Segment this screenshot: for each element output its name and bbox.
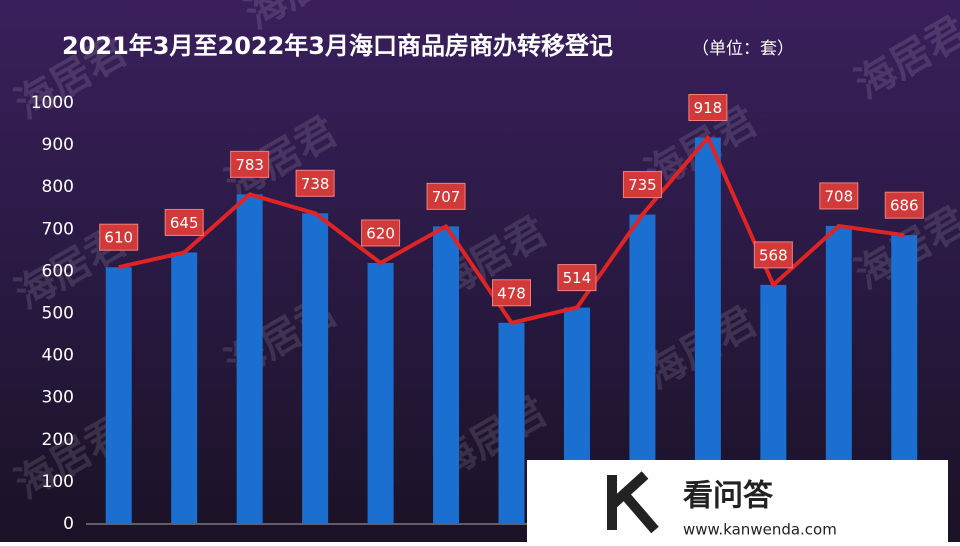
bar (368, 263, 394, 524)
chart-title: 2021年3月至2022年3月海口商品房商办转移登记 (62, 32, 613, 60)
data-label: 783 (235, 156, 264, 174)
y-tick-label: 900 (42, 135, 74, 155)
data-label: 568 (759, 246, 788, 264)
data-label: 708 (824, 187, 853, 205)
y-tick-label: 1000 (31, 93, 74, 113)
bar (171, 252, 197, 524)
bar (302, 213, 328, 524)
data-label: 478 (497, 284, 526, 302)
data-label: 918 (694, 99, 723, 117)
y-tick-label: 500 (42, 304, 74, 324)
y-tick-label: 800 (42, 177, 74, 197)
y-tick-label: 200 (42, 430, 74, 450)
chart-subtitle: （单位：套） (692, 39, 794, 59)
bar (106, 267, 132, 524)
data-label: 514 (563, 269, 592, 287)
overlay-url: www.kanwenda.com (683, 521, 837, 539)
y-tick-label: 0 (63, 514, 74, 534)
y-tick-label: 700 (42, 219, 74, 239)
overlay-title: 看问答 (683, 479, 774, 514)
y-tick-label: 300 (42, 388, 74, 408)
bar (499, 323, 525, 524)
data-label: 620 (366, 224, 395, 242)
data-label: 686 (890, 197, 919, 215)
data-label: 610 (104, 229, 133, 247)
data-label: 707 (432, 188, 461, 206)
data-label: 645 (170, 214, 199, 232)
y-tick-label: 100 (42, 472, 74, 492)
y-tick-label: 600 (42, 261, 74, 281)
bar (433, 226, 459, 524)
data-label: 735 (628, 176, 657, 194)
data-label: 738 (301, 175, 330, 193)
bar (237, 194, 263, 524)
y-tick-label: 400 (42, 346, 74, 366)
